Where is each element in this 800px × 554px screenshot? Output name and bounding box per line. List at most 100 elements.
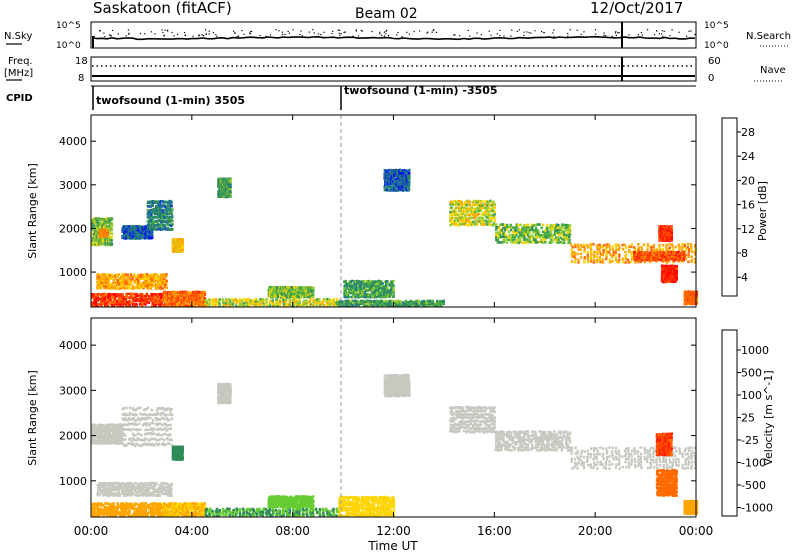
heatmap-cell	[208, 298, 211, 301]
heatmap-cell	[191, 294, 194, 298]
heatmap-cell	[376, 284, 379, 288]
heatmap-cell	[646, 243, 650, 246]
heatmap-cell	[374, 291, 378, 294]
heatmap-cell	[177, 294, 180, 298]
heatmap-cell	[524, 233, 527, 237]
heatmap-cell	[687, 248, 691, 251]
noise-search-point	[208, 33, 210, 35]
heatmap-cell	[569, 229, 572, 232]
heatmap-cell	[623, 243, 627, 247]
heatmap-cell	[369, 295, 373, 299]
heatmap-cell	[542, 234, 545, 237]
heatmap-cell	[135, 294, 138, 297]
heatmap-cell	[157, 283, 161, 286]
heatmap-cell	[384, 286, 388, 290]
heatmap-cell	[513, 241, 516, 245]
heatmap-cell	[97, 292, 100, 296]
heatmap-cell	[371, 280, 374, 284]
heatmap-cell	[135, 303, 138, 306]
heatmap-cell	[274, 287, 277, 291]
heatmap-cell	[298, 300, 301, 303]
heatmap-cell	[181, 240, 184, 243]
noise-search-point	[669, 35, 671, 37]
heatmap-cell	[165, 283, 168, 286]
heatmap-cell	[91, 293, 94, 296]
heatmap-cell	[649, 245, 653, 249]
noise-search-point	[435, 31, 438, 33]
heatmap-cell	[595, 255, 598, 258]
heatmap-cell	[157, 302, 160, 306]
heatmap-cell	[652, 251, 655, 254]
heatmap-cell	[154, 212, 158, 215]
heatmap-cell	[135, 279, 138, 283]
heatmap-cell	[127, 282, 131, 286]
heatmap-cell	[423, 303, 427, 307]
heatmap-cell	[677, 243, 680, 247]
heatmap-cell	[97, 303, 100, 306]
heatmap-cell	[166, 296, 169, 300]
heatmap-cell	[114, 274, 117, 277]
heatmap-cell	[360, 282, 364, 286]
heatmap-cell	[633, 250, 636, 254]
noise-search-point	[688, 30, 690, 32]
heatmap-cell	[387, 282, 390, 285]
heatmap-cell	[686, 242, 690, 246]
heatmap-cell	[523, 228, 526, 232]
heatmap-cell	[140, 285, 144, 288]
heatmap-cell	[497, 236, 500, 239]
heatmap-cell	[384, 301, 387, 305]
noise-search-point	[281, 31, 283, 33]
noise-search-point	[617, 32, 619, 34]
noise-search-point	[109, 34, 111, 36]
heatmap-cell	[144, 294, 147, 298]
noise-search-point	[467, 29, 469, 31]
heatmap-cell	[128, 277, 131, 281]
heatmap-cell	[577, 246, 580, 249]
heatmap-cell	[146, 297, 149, 301]
heatmap-cell	[671, 254, 674, 258]
heatmap-cell	[152, 296, 156, 299]
heatmap-cell	[181, 248, 184, 251]
heatmap-cell	[112, 281, 115, 285]
heatmap-cell	[454, 213, 458, 217]
noise-search-point	[234, 32, 236, 34]
heatmap-cell	[349, 280, 352, 283]
noise-search-point	[543, 31, 545, 34]
heatmap-cell	[146, 232, 149, 235]
heatmap-cell	[151, 233, 154, 237]
heatmap-cell	[473, 203, 477, 206]
noise-search-point	[312, 29, 314, 31]
heatmap-cell	[124, 302, 128, 306]
heatmap-cell	[107, 277, 110, 280]
heatmap-cell	[176, 298, 180, 302]
heatmap-cell	[527, 228, 530, 232]
heatmap-cell	[290, 294, 293, 297]
heatmap-cell	[170, 212, 173, 215]
heatmap-cell	[159, 301, 163, 304]
heatmap-cell	[559, 240, 562, 244]
heatmap-cell	[579, 243, 583, 247]
heatmap-cell	[212, 298, 215, 301]
heatmap-cell	[392, 279, 395, 283]
heatmap-cell	[154, 285, 158, 288]
heatmap-cell	[504, 228, 507, 232]
noise-search-point	[397, 32, 399, 34]
noise-sky-label: N.Sky	[4, 31, 32, 42]
heatmap-cell	[98, 284, 101, 288]
heatmap-cell	[107, 301, 110, 304]
heatmap-cell	[137, 285, 140, 288]
heatmap-cell	[643, 256, 646, 259]
heatmap-cell	[162, 211, 165, 215]
heatmap-cell	[380, 299, 383, 303]
heatmap-cell	[281, 293, 284, 296]
heatmap-cell	[101, 277, 105, 281]
heatmap-cell	[570, 243, 573, 246]
heatmap-cell	[93, 293, 96, 296]
heatmap-cell	[310, 291, 314, 295]
heatmap-cell	[202, 304, 205, 307]
heatmap-cell	[682, 250, 685, 254]
freq-label: Freq.	[8, 56, 33, 67]
heatmap-cell	[160, 208, 163, 211]
heatmap-cell	[377, 288, 381, 292]
noise-search-point	[103, 32, 105, 34]
